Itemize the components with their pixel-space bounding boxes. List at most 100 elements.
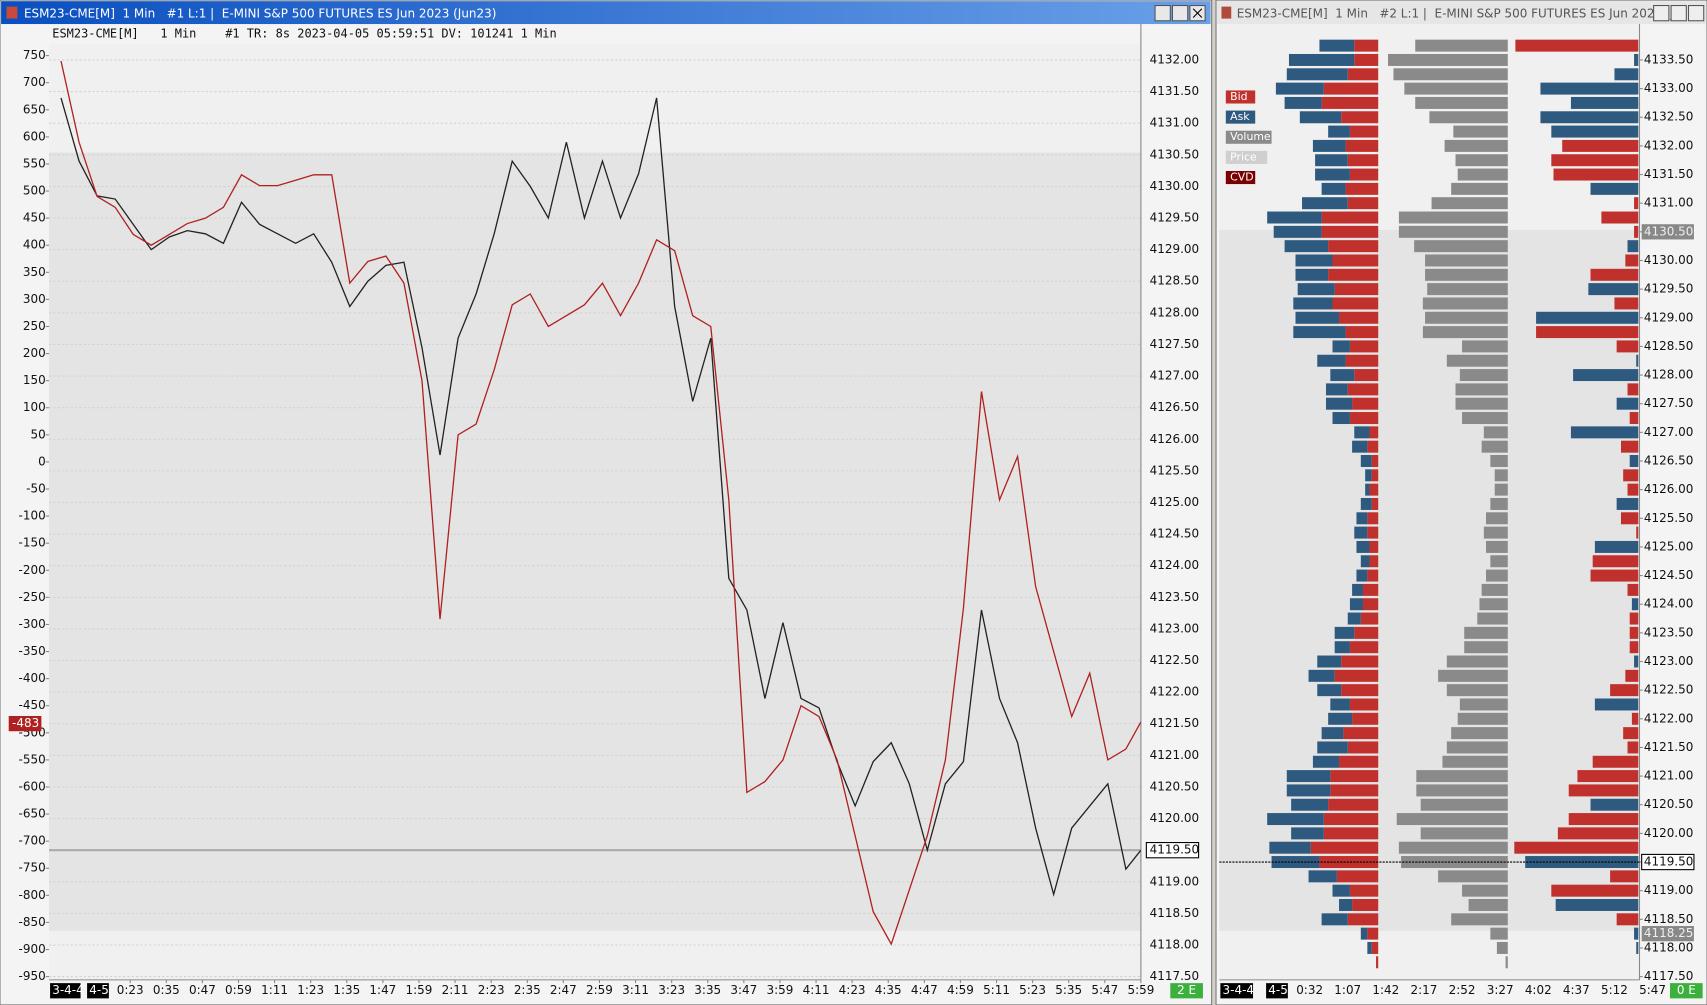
ask-bar [1302,197,1348,210]
delta-bar [1540,111,1639,124]
bid-bar [1323,813,1379,826]
app-icon [6,6,18,19]
bid-bar [1345,182,1379,195]
x-tick-label: 3:59 [766,983,793,997]
maximize-button[interactable] [1670,4,1687,22]
y-tick-label: 4122.50 [1644,683,1694,697]
price-marker-box [1145,842,1200,859]
delta-bar [1616,340,1639,353]
y-tick-label: 0 [38,454,46,468]
bid-bar [1369,555,1379,568]
delta-bar [1570,96,1639,109]
delta-bar [1601,211,1639,224]
close-icon [1192,8,1203,18]
maximize-button[interactable] [1171,4,1189,22]
ask-bar [1288,53,1355,66]
title-bar [1217,1,1706,25]
y-tick-label: -150 [19,536,46,550]
ask-bar [1315,168,1350,181]
ask-bar [1334,641,1350,654]
price-marker-box [1641,853,1695,871]
y-tick-label: 300 [23,292,46,306]
y2-tick-label: 4131.00 [1150,116,1199,130]
ask-bar [1308,669,1335,682]
volume-bar [1422,297,1508,310]
legend-swatch [1225,150,1268,164]
delta-bar [1536,311,1639,324]
delta-bar [1594,698,1639,711]
delta-bar [1634,655,1639,668]
y-tick-label: -550 [19,752,46,766]
status-box [1170,983,1203,999]
ask-bar [1325,397,1353,410]
volume-bar [1398,841,1508,854]
bid-bar [1321,96,1379,109]
volume-bar [1414,240,1508,253]
ask-bar [1367,941,1372,954]
ask-bar [1332,340,1350,353]
y-tick-label: 4128.00 [1644,368,1694,382]
date-label: 4-5 [89,983,109,997]
ask-bar [1317,354,1346,367]
delta-bar [1627,240,1639,253]
bid-bar [1371,469,1379,482]
date-label: 3-4-4 [1223,983,1254,997]
volume-bar [1425,254,1508,267]
bid-bar [1321,211,1379,224]
window-title: ESM23-CME[M] 1 Min #2 L:1 | E-MINI S&P 5… [1237,7,1674,21]
time-label: 3:27 [1487,983,1514,997]
volume-bar [1496,941,1508,954]
volume-bar [1451,727,1508,740]
ask-bar [1295,254,1333,267]
bid-bar [1369,483,1379,496]
delta-bar [1514,841,1639,854]
date-box [1266,983,1288,999]
delta-bar [1551,154,1639,167]
y2-tick-label: 4118.50 [1150,906,1199,920]
bid-bar [1336,870,1379,883]
bid-bar [1332,297,1379,310]
bid-bar [1352,899,1379,911]
time-label: 2:17 [1411,983,1438,997]
x-tick-label: 5:47 [1091,983,1118,997]
delta-bar [1590,798,1639,811]
y-tick-label: -950 [19,969,46,983]
ask-bar [1321,913,1348,926]
delta-bar [1636,354,1639,367]
ask-bar [1273,225,1322,238]
y2-tick-label: 4123.00 [1150,621,1199,635]
price-marker-label: 4119.50 [1150,843,1199,857]
ask-bar [1352,583,1363,596]
volume-bar [1481,583,1508,596]
minimize-button[interactable] [1154,4,1171,22]
ask-bar [1354,526,1368,539]
y-tick-label: 4128.50 [1644,339,1694,353]
bid-bar [1360,612,1379,625]
ask-bar [1352,440,1368,453]
volume-bar [1444,139,1508,152]
y-tick-label: 4129.50 [1644,282,1694,296]
y-tick-label: 200 [23,346,46,360]
status: 2 E [1177,983,1196,997]
ask-bar [1365,483,1370,496]
bid-bar [1345,354,1379,367]
ask-bar [1291,827,1324,840]
ask-bar [1325,383,1348,396]
y-tick-label: -900 [19,942,46,956]
x-tick-label: 4:11 [803,983,830,997]
close-button[interactable] [1687,4,1705,22]
bid-bar [1347,197,1379,210]
volume-bar [1451,913,1508,926]
legend-label: Volume [1230,130,1271,143]
y-tick-label: -800 [19,888,46,902]
y-tick-label: 4119.00 [1644,883,1694,897]
minimize-button[interactable] [1653,4,1670,22]
bid-bar [1352,712,1379,725]
delta-bar [1625,669,1639,682]
x-tick-label: 2:59 [586,983,613,997]
bid-bar [1362,598,1379,611]
ask-bar [1356,512,1368,525]
y-tick-label: 4133.50 [1644,52,1694,66]
volume-bar [1446,684,1508,697]
y2-tick-label: 4121.50 [1150,716,1199,730]
